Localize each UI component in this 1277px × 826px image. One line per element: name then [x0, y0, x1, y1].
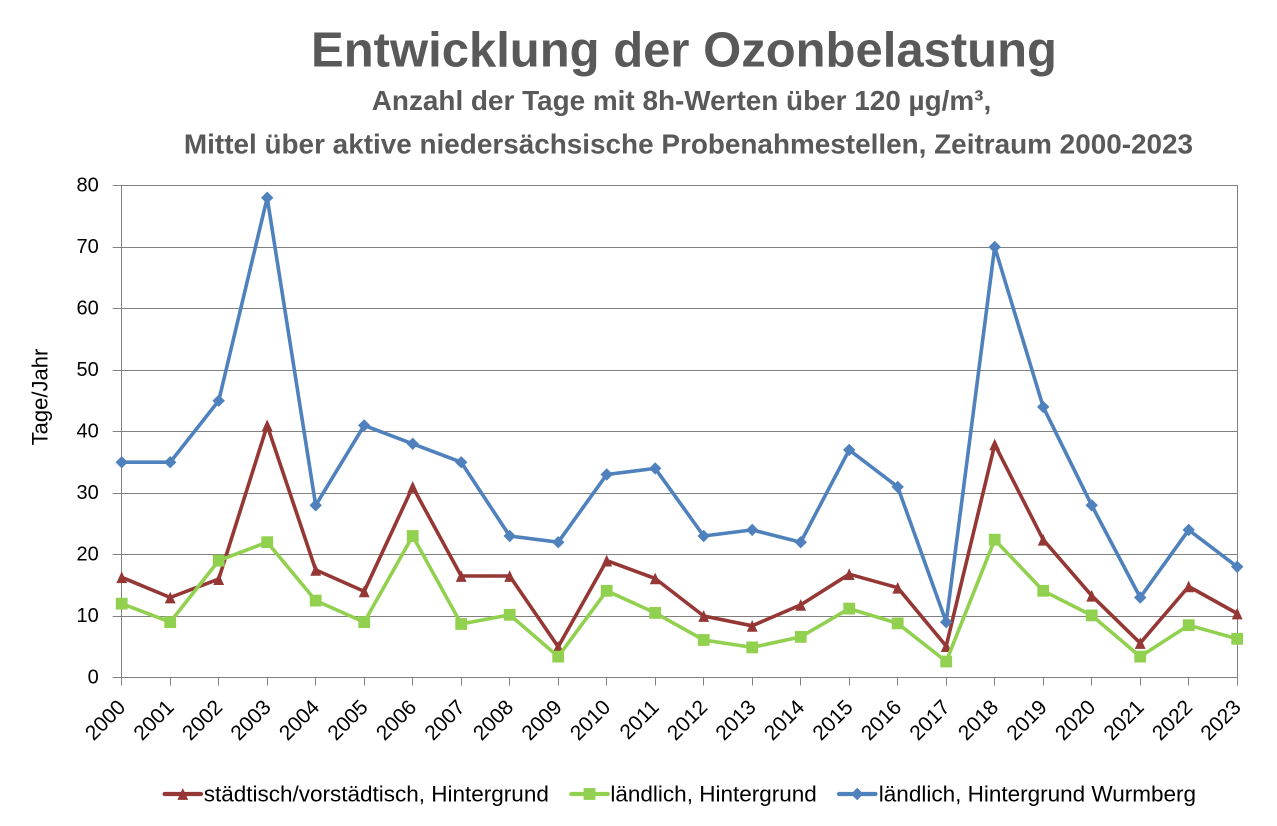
svg-text:Tage/Jahr: Tage/Jahr: [28, 349, 53, 446]
svg-text:Entwicklung der Ozonbelastung: Entwicklung der Ozonbelastung: [311, 24, 1057, 78]
svg-text:40: 40: [77, 420, 99, 442]
svg-text:Mittel über aktive niedersächs: Mittel über aktive niedersächsische Prob…: [184, 129, 1193, 160]
svg-text:ländlich, Hintergrund Wurmberg: ländlich, Hintergrund Wurmberg: [879, 782, 1196, 807]
svg-text:80: 80: [77, 174, 99, 196]
svg-text:10: 10: [77, 605, 99, 627]
svg-text:70: 70: [77, 236, 99, 258]
svg-text:60: 60: [77, 297, 99, 319]
svg-text:städtisch/vorstädtisch, Hinter: städtisch/vorstädtisch, Hintergrund: [204, 782, 549, 807]
svg-text:ländlich, Hintergrund: ländlich, Hintergrund: [610, 782, 816, 807]
svg-text:30: 30: [77, 482, 99, 504]
svg-text:Anzahl der Tage mit 8h-Werten: Anzahl der Tage mit 8h-Werten über 120 µ…: [372, 85, 991, 116]
svg-text:20: 20: [77, 543, 99, 565]
svg-text:0: 0: [88, 666, 99, 688]
svg-text:50: 50: [77, 359, 99, 381]
